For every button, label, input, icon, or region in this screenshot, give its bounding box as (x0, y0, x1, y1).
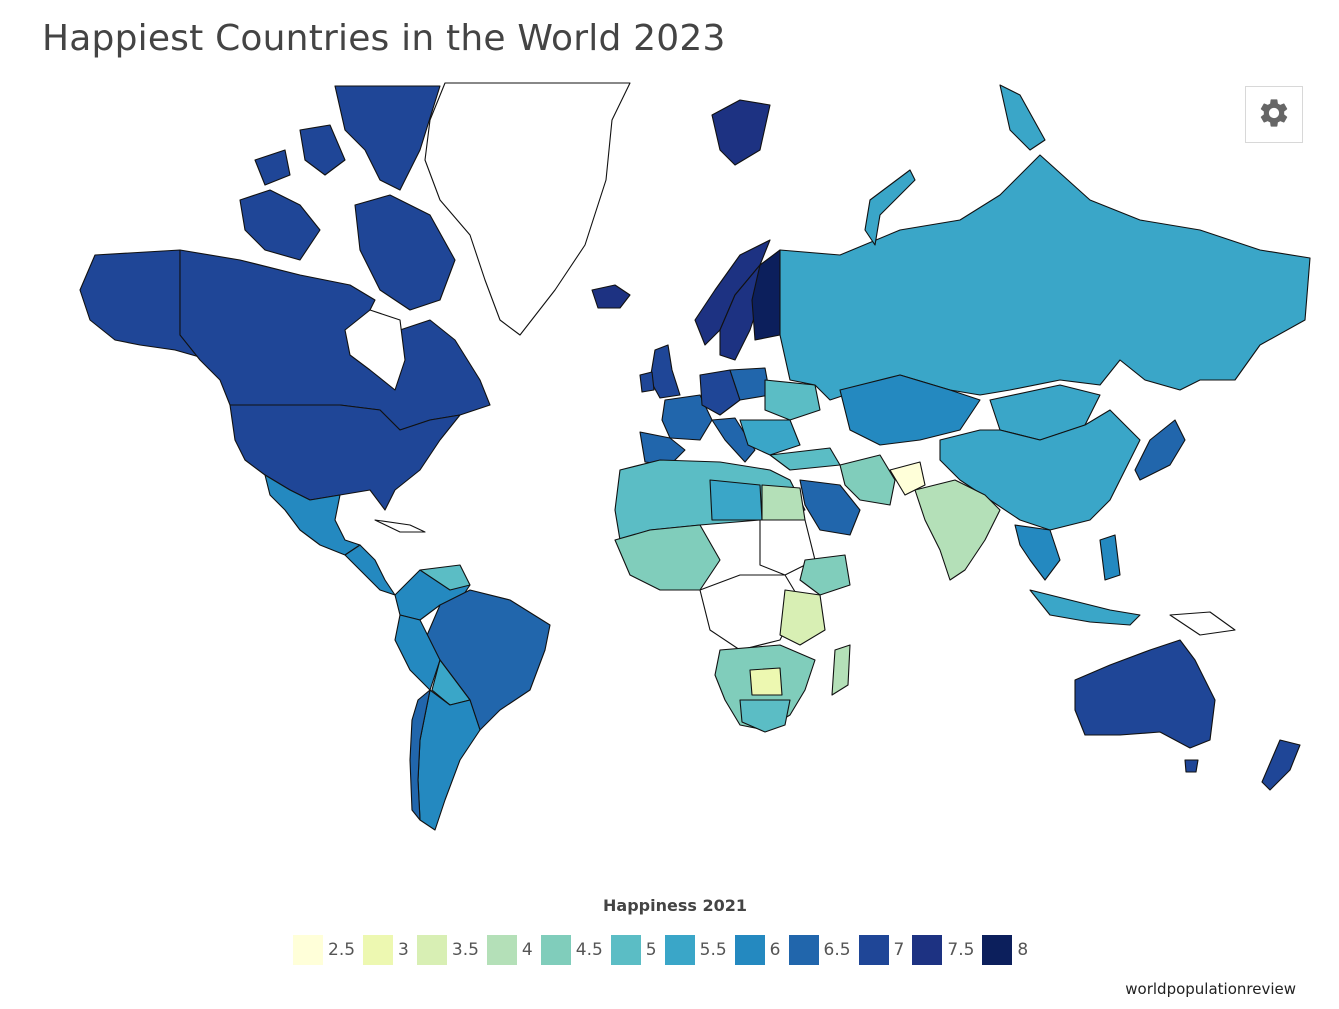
region-hudson-bay (344, 309, 406, 391)
region-central-america (344, 544, 396, 596)
legend-swatch (416, 935, 447, 965)
region-novaya-zemlya (864, 169, 916, 246)
source-credit: worldpopulationreview (1125, 980, 1296, 998)
legend-item[interactable]: 6.5 (788, 935, 851, 965)
region-argentina (417, 689, 481, 831)
region-australia (1074, 639, 1216, 749)
legend-label: 7 (893, 940, 905, 960)
region-afghanistan (889, 461, 926, 496)
legend-item[interactable]: 6 (734, 935, 781, 965)
region-svalbard (711, 99, 771, 166)
legend-swatch (363, 935, 394, 965)
legend-label: 3 (398, 940, 409, 960)
region-venezuela (419, 564, 471, 591)
region-egypt (761, 484, 806, 521)
legend-label: 5 (645, 940, 657, 960)
region-ethiopia (799, 554, 851, 596)
legend-swatch (734, 935, 765, 965)
legend-swatch (858, 935, 889, 965)
region-botswana (749, 667, 783, 696)
legend-item[interactable]: 4 (486, 935, 533, 965)
legend-label: 6 (769, 940, 781, 960)
choropleth-map[interactable] (0, 0, 1339, 880)
region-india (914, 479, 1001, 581)
legend-swatch (788, 935, 819, 965)
region-greenland (424, 82, 631, 336)
page-title: Happiest Countries in the World 2023 (42, 18, 726, 59)
legend-item[interactable]: 7.5 (912, 935, 974, 965)
region-iran (839, 454, 896, 506)
region-south-africa (739, 699, 791, 733)
legend-item[interactable]: 7 (858, 935, 905, 965)
region-chile (409, 689, 431, 821)
region-canada-islands-2 (239, 189, 321, 261)
region-new-zealand (1261, 739, 1301, 791)
legend-swatch (293, 935, 323, 965)
legend-label: 8 (1017, 940, 1029, 960)
legend-label: 5.5 (699, 940, 727, 960)
region-ukraine (764, 379, 821, 421)
legend-label: 7.5 (947, 940, 975, 960)
region-indonesia (1029, 589, 1141, 626)
settings-button[interactable] (1245, 86, 1303, 143)
region-canada-islands-3 (354, 194, 456, 311)
region-kazakhstan (839, 374, 981, 446)
region-libya (709, 479, 763, 521)
legend-item[interactable]: 5.5 (664, 935, 727, 965)
region-italy (711, 417, 756, 463)
legend-swatch (540, 935, 571, 965)
region-iceland (591, 284, 631, 309)
legend-item[interactable]: 3.5 (416, 935, 479, 965)
region-west-africa (614, 524, 721, 591)
legend-label: 2.5 (328, 940, 356, 960)
legend-item[interactable]: 5 (610, 935, 657, 965)
region-france (661, 394, 713, 441)
legend: 2.5 3 3.5 4 4.5 5 5.5 6 6.5 7 7.5 8 (293, 934, 1036, 966)
legend-swatch (486, 935, 517, 965)
region-canada-islands-5 (254, 149, 291, 186)
legend-label: 4 (521, 940, 533, 960)
region-cuba (374, 519, 426, 533)
region-tasmania (1184, 759, 1199, 773)
region-arctic-islands (999, 84, 1046, 151)
region-japan (1134, 419, 1186, 481)
legend-swatch (664, 935, 695, 965)
region-east-africa (779, 589, 826, 646)
region-png (1169, 611, 1236, 636)
region-sudan (759, 519, 816, 576)
legend-title: Happiness 2021 (603, 896, 747, 915)
region-philippines (1099, 534, 1121, 581)
legend-swatch (912, 935, 943, 965)
legend-item[interactable]: 8 (982, 935, 1028, 965)
region-canada (179, 249, 491, 431)
region-canada-islands-4 (299, 124, 346, 176)
legend-label: 6.5 (823, 940, 851, 960)
region-germany (699, 369, 741, 416)
region-balkans (739, 419, 801, 456)
legend-label: 4.5 (575, 940, 603, 960)
legend-swatch (610, 935, 641, 965)
region-madagascar (831, 644, 851, 696)
world-map[interactable] (0, 0, 1339, 880)
region-spain (639, 431, 686, 466)
legend-item[interactable]: 3 (363, 935, 409, 965)
legend-item[interactable]: 4.5 (540, 935, 603, 965)
legend-swatch (982, 935, 1013, 965)
region-russia (779, 154, 1311, 401)
region-usa (229, 404, 461, 511)
region-ireland (639, 371, 655, 393)
region-canada-islands (334, 85, 441, 191)
region-se-asia (1014, 524, 1061, 581)
legend-item[interactable]: 2.5 (293, 935, 355, 965)
region-saudi (799, 479, 861, 536)
gear-icon (1257, 96, 1291, 134)
legend-label: 3.5 (451, 940, 479, 960)
